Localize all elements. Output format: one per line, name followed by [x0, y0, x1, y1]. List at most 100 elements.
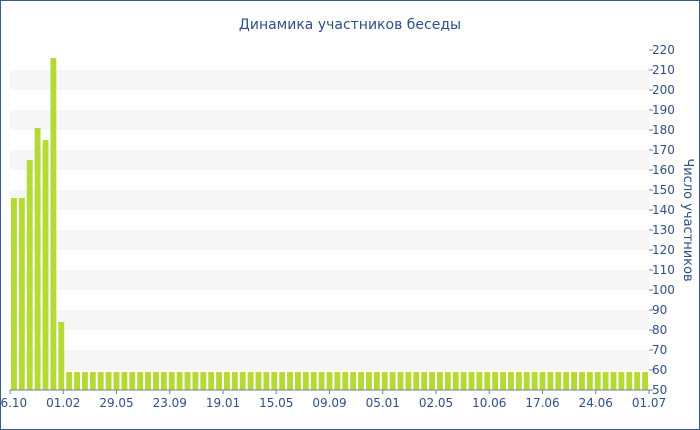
grid-band: [10, 270, 649, 290]
bar: [89, 372, 96, 390]
grid-bands: [10, 70, 649, 370]
y-tick-label: 130: [652, 223, 675, 237]
bar: [586, 372, 593, 390]
bar: [34, 128, 41, 390]
bar: [610, 372, 617, 390]
bar: [74, 372, 80, 390]
bar: [224, 372, 230, 390]
bar: [42, 140, 49, 390]
bar: [279, 372, 286, 390]
x-tick-label: 06.10: [0, 396, 27, 410]
bar: [484, 372, 491, 390]
y-tick-label: 50: [652, 383, 667, 397]
bar: [184, 372, 191, 390]
grid-band: [10, 150, 649, 170]
x-tick-label: 19.01: [206, 396, 240, 410]
chart-title: Динамика участников беседы: [239, 17, 461, 33]
bar: [342, 372, 349, 390]
y-tick-label: 100: [652, 283, 675, 297]
grid-band: [10, 310, 649, 330]
x-tick-label: 29.05: [99, 396, 133, 410]
x-tick-label: 01.02: [46, 396, 80, 410]
bar: [555, 372, 562, 390]
bar: [358, 372, 364, 390]
x-tick-label: 09.09: [312, 396, 346, 410]
bar: [50, 58, 57, 390]
x-tick-label: 17.06: [525, 396, 559, 410]
bar: [176, 372, 183, 390]
bar: [563, 372, 570, 390]
bar: [452, 372, 459, 390]
bar: [366, 372, 372, 390]
bar: [523, 372, 530, 390]
bar: [18, 198, 25, 390]
y-tick-label: 80: [652, 323, 667, 337]
bar: [271, 372, 278, 390]
bar: [594, 372, 601, 390]
bar: [531, 372, 538, 390]
bar: [208, 372, 215, 390]
bar: [468, 372, 475, 390]
y-tick-label: 140: [652, 203, 675, 217]
y-tick-label: 120: [652, 243, 675, 257]
y-tick-label: 70: [652, 343, 667, 357]
bar: [539, 372, 546, 390]
bar: [247, 372, 254, 390]
bar: [168, 372, 175, 390]
bar: [192, 372, 199, 390]
bar: [373, 372, 380, 390]
bar: [145, 372, 151, 390]
y-tick-label: 110: [652, 263, 675, 277]
bar: [492, 372, 499, 390]
y-tick-label: 60: [652, 363, 667, 377]
y-tick-label: 170: [652, 143, 675, 157]
bar: [437, 372, 443, 390]
bar: [444, 372, 451, 390]
bar: [263, 372, 270, 390]
y-tick-label: 150: [652, 183, 675, 197]
x-tick-label: 23.09: [153, 396, 187, 410]
bar: [642, 372, 648, 390]
bar: [508, 372, 514, 390]
y-tick-label: 200: [652, 83, 675, 97]
bar: [26, 160, 33, 390]
bar: [618, 372, 625, 390]
bar: [287, 372, 293, 390]
bar: [295, 372, 301, 390]
bar: [421, 372, 428, 390]
bar: [318, 372, 325, 390]
grid-band: [10, 70, 649, 90]
y-tick-label: 90: [652, 303, 667, 317]
bar: [11, 198, 17, 390]
bar: [350, 372, 357, 390]
bar: [97, 372, 104, 390]
bar: [105, 372, 112, 390]
x-tick-label: 24.06: [579, 396, 613, 410]
bar: [58, 322, 65, 390]
bar: [137, 372, 144, 390]
bar: [579, 372, 585, 390]
bar: [82, 372, 88, 390]
bar: [129, 372, 136, 390]
bar: [381, 372, 388, 390]
x-tick-label: 15.05: [259, 396, 293, 410]
x-tick-label: 05.01: [366, 396, 400, 410]
bar: [334, 372, 341, 390]
y-tick-label: 190: [652, 103, 675, 117]
y-tick-label: 220: [652, 43, 675, 57]
bar: [602, 372, 609, 390]
bar: [113, 372, 120, 390]
grid-band: [10, 230, 649, 250]
bar: [476, 372, 483, 390]
y-tick-label: 210: [652, 63, 675, 77]
bar: [397, 372, 404, 390]
x-tick-label: 02.05: [419, 396, 453, 410]
bar: [500, 372, 506, 390]
y-tick-label: 160: [652, 163, 675, 177]
bars: [11, 58, 648, 390]
bar: [547, 372, 554, 390]
bar: [310, 372, 317, 390]
bar: [515, 372, 522, 390]
bar: [121, 372, 128, 390]
